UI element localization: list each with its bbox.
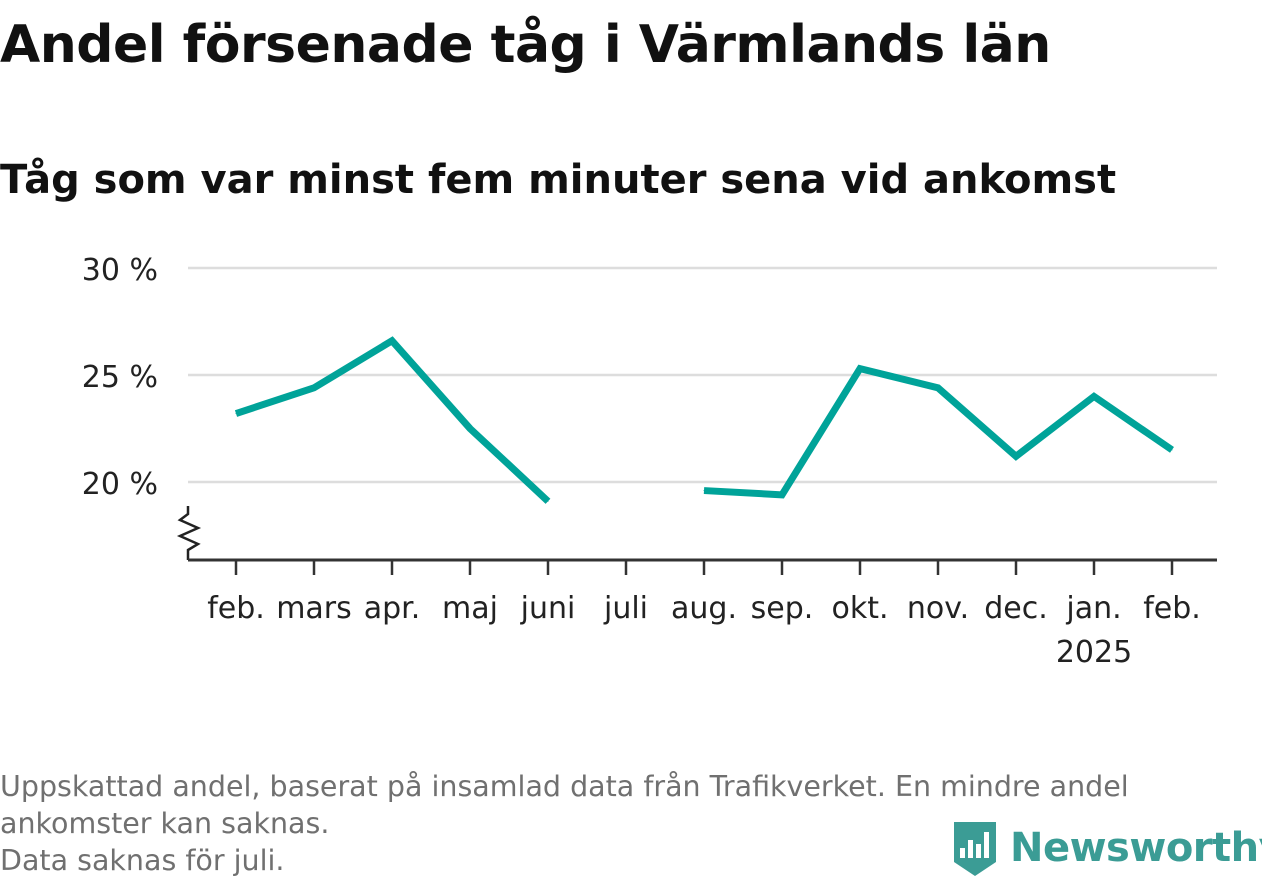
line-chart: 20 % 25 % 30 % feb. mars apr. maj juni juli aug. s… [82,253,1217,670]
footnote-line-3: Data saknas för juli. [0,844,285,877]
x-tick-label: jan. [1065,591,1121,626]
y-tick-label: 25 % [82,360,158,395]
data-point [313,387,315,389]
data-point [235,413,237,415]
chart-title: Andel försenade tåg i Värmlands län [0,15,1051,75]
data-point [1093,395,1095,397]
footnote: Uppskattad andel, baserat på insamlad da… [0,768,1250,879]
footnote-line-2: ankomster kan saknas. [0,807,330,840]
y-tick-label: 30 % [82,253,158,288]
footnote-line-1: Uppskattad andel, baserat på insamlad da… [0,770,1129,803]
y-tick-label: 20 % [82,467,158,502]
x-tick-label: okt. [831,591,888,626]
data-point [859,368,861,370]
x-tick-sublabel: 2025 [1056,635,1132,670]
chart-subtitle: Tåg som var minst fem minuter sena vid a… [0,157,1117,203]
data-point [391,340,393,342]
x-tick-label: feb. [207,591,265,626]
x-tick-label: nov. [907,591,969,626]
x-tick-label: mars [276,591,352,626]
logo-text: Newsworthy [1010,825,1262,871]
x-tick-label: dec. [984,591,1048,626]
data-point [1015,455,1017,457]
data-point [469,428,471,429]
x-tick-label: juni [520,591,576,626]
data-point [781,494,783,496]
x-tick-label: aug. [671,591,737,626]
bar-chart-badge-icon [954,822,996,876]
y-axis-break [176,506,202,560]
x-tick-label: juli [603,591,648,626]
x-tick-label: feb. [1143,591,1201,626]
data-point [547,500,549,502]
data-point [703,490,705,492]
data-point [1171,449,1173,451]
series-line [234,336,551,504]
data-point [937,387,939,389]
x-tick-label: sep. [751,591,814,626]
x-tick-label: apr. [364,591,421,626]
newsworthy-logo: Newsworthy [950,818,1262,878]
x-tick-label: maj [442,591,498,626]
